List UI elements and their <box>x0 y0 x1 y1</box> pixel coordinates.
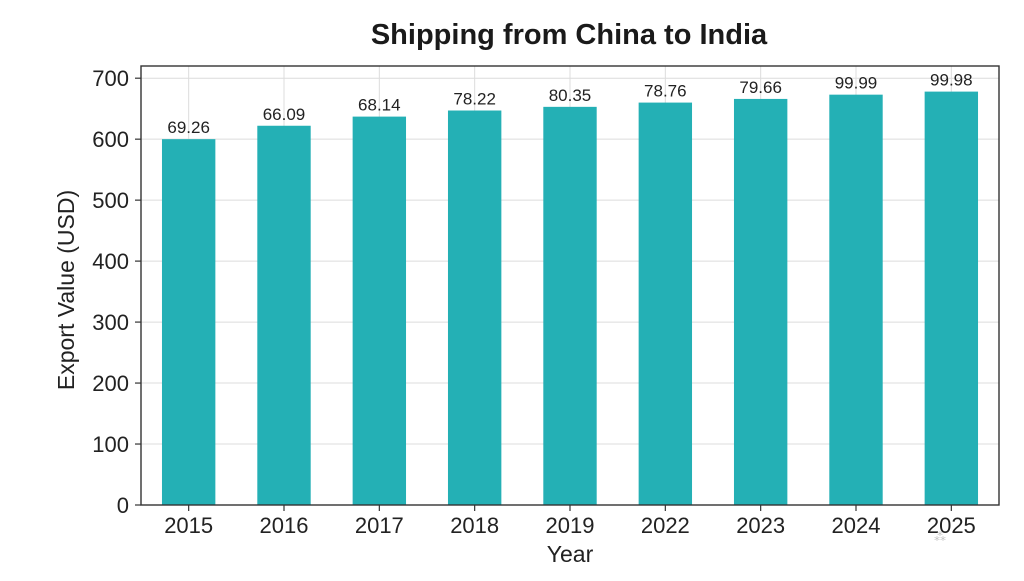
bar-2017 <box>352 116 407 506</box>
data-label-2022: 78.76 <box>644 82 687 101</box>
chart-title: Shipping from China to India <box>371 19 768 51</box>
data-label-2015: 69.26 <box>167 118 210 137</box>
y-tick-label: 200 <box>92 371 129 396</box>
y-tick-label: 400 <box>92 249 129 274</box>
plot-frame <box>140 65 1000 506</box>
axes: 0 100 200 300 400 500 600 700 2015 2016 2017 2018 20… <box>92 65 1000 538</box>
bar-2016 <box>257 125 311 505</box>
watermark: ⁂ <box>934 530 946 544</box>
data-label-2017: 68.14 <box>358 96 401 115</box>
y-tick-label: 0 <box>117 493 129 518</box>
x-tick-label-2018: 2018 <box>450 513 499 538</box>
bar-2015 <box>161 139 216 505</box>
x-tick-label-2024: 2024 <box>832 513 881 538</box>
bar-2025 <box>924 91 979 505</box>
y-tick-label: 500 <box>92 188 129 213</box>
data-labels: 69.26 66.09 68.14 78.22 80.35 78.76 79.66 99.99… <box>167 71 972 138</box>
bar-2019 <box>543 106 597 506</box>
x-tick-label-2019: 2019 <box>546 513 595 538</box>
data-label-2018: 78.22 <box>453 90 496 109</box>
data-label-2025: 99.98 <box>930 71 973 90</box>
x-axis-label: Year <box>547 541 594 567</box>
bar-2022 <box>638 102 693 505</box>
watermark-glyph: ⁂ <box>934 530 946 544</box>
bar-2023 <box>733 98 788 506</box>
x-tick-label-2025: 2025 <box>927 513 976 538</box>
data-label-2016: 66.09 <box>263 105 306 124</box>
y-tick-label: 600 <box>92 127 129 152</box>
bar-2018 <box>447 110 502 506</box>
x-tick-label-2016: 2016 <box>260 513 309 538</box>
bar-2024 <box>829 94 883 505</box>
x-tick-label-2015: 2015 <box>164 513 213 538</box>
y-axis-label: Export Value (USD) <box>53 190 79 390</box>
bars <box>161 91 979 506</box>
y-tick-label: 300 <box>92 310 129 335</box>
y-tick-label: 700 <box>92 66 129 91</box>
data-label-2023: 79.66 <box>739 78 782 97</box>
x-tick-label-2017: 2017 <box>355 513 404 538</box>
data-label-2019: 80.35 <box>549 86 592 105</box>
y-tick-label: 100 <box>92 432 129 457</box>
data-label-2024: 99.99 <box>835 74 878 93</box>
x-tick-label-2023: 2023 <box>736 513 785 538</box>
x-tick-label-2022: 2022 <box>641 513 690 538</box>
